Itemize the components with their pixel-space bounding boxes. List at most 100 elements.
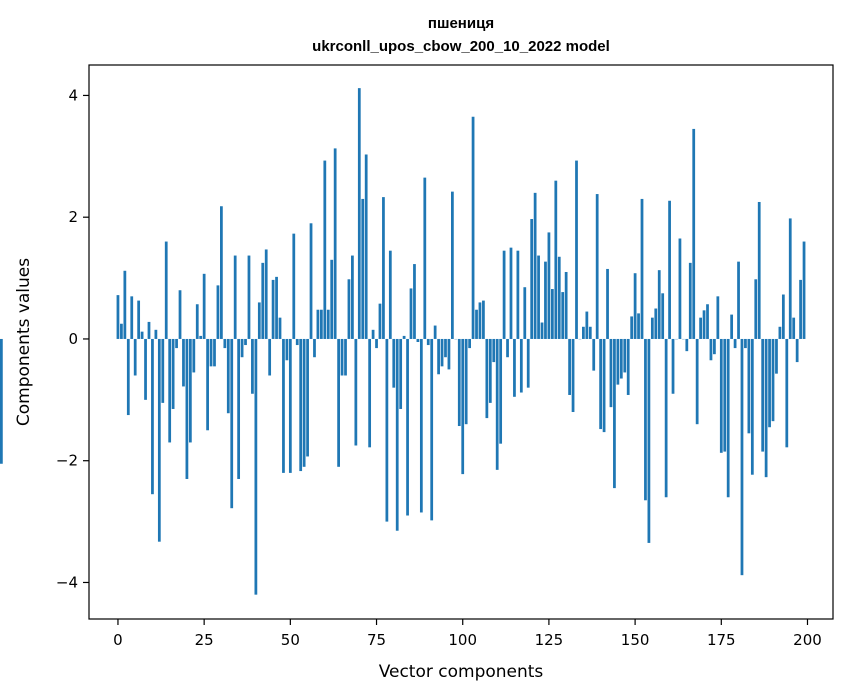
bar [585, 311, 589, 339]
bar [544, 261, 547, 339]
bar [564, 271, 568, 339]
bar [571, 338, 575, 413]
bar [792, 317, 796, 339]
bar [202, 273, 206, 339]
bar [0, 338, 3, 464]
x-tick-label: 100 [448, 631, 477, 649]
bar [268, 338, 272, 376]
bar [754, 279, 758, 339]
bar [730, 314, 734, 339]
bar [778, 326, 782, 339]
bar [492, 338, 496, 363]
bar [440, 338, 444, 367]
bar [502, 250, 506, 339]
bar [668, 200, 671, 339]
bar [526, 338, 530, 388]
bar [468, 338, 471, 349]
bar [133, 338, 137, 376]
bar [523, 287, 527, 339]
x-tick-label: 0 [113, 631, 123, 649]
x-tick-label: 175 [707, 631, 736, 649]
bar [209, 338, 213, 367]
bar [444, 338, 447, 358]
x-tick-label: 50 [281, 631, 300, 649]
plot-frame [88, 64, 834, 620]
bar [437, 338, 440, 375]
chart-subtitle: ukrconll_upos_cbow_200_10_2022 model [312, 38, 610, 55]
bar [330, 259, 334, 339]
bar [606, 268, 609, 339]
bar [654, 308, 658, 339]
bar [271, 279, 275, 339]
bar [737, 261, 740, 339]
bar [182, 338, 185, 387]
bar [795, 338, 799, 363]
bar [799, 279, 802, 339]
bar [723, 338, 727, 452]
bar [457, 338, 461, 427]
bar [726, 338, 730, 498]
bar [423, 177, 427, 339]
bar [175, 338, 178, 349]
bar [395, 338, 399, 531]
bar [482, 300, 485, 339]
bar [364, 154, 368, 339]
bar [475, 309, 478, 339]
bar [392, 338, 396, 388]
bar [178, 290, 182, 339]
bar [130, 296, 134, 339]
y-tick-label: 4 [68, 86, 78, 104]
bar [761, 338, 765, 452]
bar [216, 285, 220, 339]
x-tick-label: 125 [535, 631, 564, 649]
chart-title: пшениця [428, 15, 494, 32]
bar [123, 270, 127, 339]
bar [120, 323, 123, 339]
bar [619, 338, 623, 379]
bar [137, 300, 141, 339]
bar [671, 338, 675, 394]
bar [344, 338, 347, 376]
bar [299, 338, 303, 472]
bar [192, 338, 196, 373]
bar [678, 238, 682, 339]
bar [637, 313, 640, 339]
bar [685, 338, 689, 352]
bar [154, 329, 158, 339]
bar [595, 194, 599, 339]
bar [540, 322, 544, 339]
bar [499, 338, 503, 444]
bar [599, 338, 603, 430]
x-tick-label: 75 [367, 631, 386, 649]
bar [161, 338, 165, 403]
bar [592, 338, 596, 371]
bar [506, 338, 509, 358]
bar [744, 338, 747, 349]
bar [657, 270, 661, 339]
bar [361, 198, 365, 339]
bar [788, 218, 792, 339]
bar [661, 293, 665, 339]
bar [375, 338, 378, 349]
bar [716, 296, 720, 339]
bar [230, 338, 234, 509]
bar [575, 160, 578, 339]
bar [199, 335, 203, 339]
bar [650, 317, 654, 339]
bar [695, 338, 699, 425]
bar [426, 338, 430, 346]
bar [257, 302, 261, 339]
y-axis-label: Components values [14, 258, 34, 426]
bar [264, 249, 268, 339]
bar [157, 338, 161, 542]
bar [781, 294, 785, 339]
bar [550, 289, 554, 339]
bar [519, 338, 523, 393]
bar [802, 241, 806, 339]
bar [630, 316, 634, 339]
bar [188, 338, 192, 443]
bar [378, 303, 382, 339]
bar [323, 160, 327, 339]
x-tick-label: 25 [195, 631, 214, 649]
